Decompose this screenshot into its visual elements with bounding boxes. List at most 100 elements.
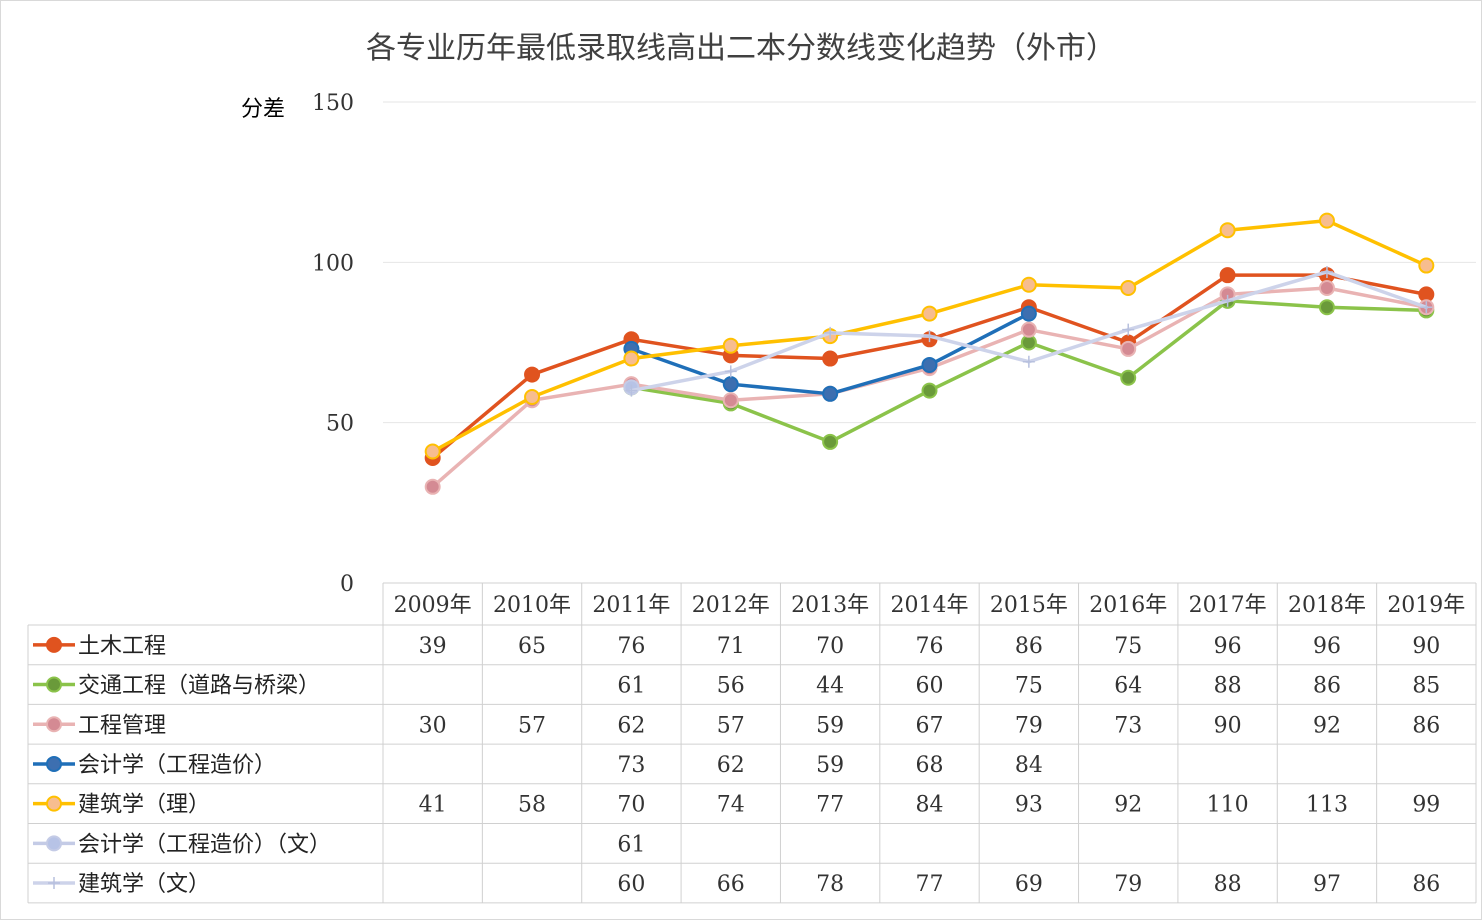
series-line-segment — [729, 401, 832, 444]
legend-label: 建筑学（文） — [78, 872, 210, 897]
table-cell-value: 79 — [1015, 713, 1043, 738]
series-7 — [625, 265, 1433, 397]
x-tick-label: 2015年 — [990, 593, 1068, 618]
series-line-segment — [430, 398, 534, 489]
data-point — [1219, 267, 1236, 284]
series-line-segment — [430, 395, 534, 454]
series-line-segment — [828, 388, 932, 444]
table-cell-value: 62 — [617, 713, 645, 738]
legend-label: 工程管理 — [78, 713, 166, 738]
series-line-segment — [927, 340, 1031, 393]
series-line-segment — [927, 334, 1031, 364]
table-cell-value: 79 — [1114, 872, 1142, 897]
series-line-segment — [629, 385, 733, 406]
series-5 — [424, 212, 1435, 460]
data-point — [524, 366, 541, 383]
series-line-segment — [1126, 292, 1230, 351]
table-cell-value: 75 — [1015, 674, 1043, 699]
legend-marker — [46, 636, 62, 653]
series-line-segment — [1027, 305, 1130, 345]
data-point — [424, 478, 441, 495]
table-cell-value: 92 — [1313, 713, 1341, 738]
table-cell-value: 92 — [1114, 793, 1142, 818]
table-cell-value: 61 — [617, 674, 645, 699]
data-point — [722, 392, 739, 409]
legend-label: 交通工程（道路与桥梁） — [78, 674, 320, 699]
series-line-segment — [1225, 218, 1329, 233]
x-tick-label: 2009年 — [394, 593, 472, 618]
series-line-segment — [1027, 327, 1130, 364]
table-cell-value: 60 — [916, 674, 944, 699]
data-point — [822, 385, 839, 402]
table-cell-value: 56 — [717, 674, 745, 699]
data-point — [1318, 299, 1335, 316]
series-line-segment — [828, 337, 932, 361]
table-cell-value: 93 — [1015, 793, 1043, 818]
table-cell-value: 110 — [1207, 793, 1249, 818]
data-point — [1020, 321, 1037, 338]
data-point — [1120, 340, 1137, 357]
legend-marker — [46, 716, 62, 733]
table-cell-value: 86 — [1412, 872, 1440, 897]
legend-marker — [46, 835, 62, 852]
x-tick-label: 2017年 — [1189, 593, 1267, 618]
data-point — [1122, 323, 1135, 336]
data-point — [921, 356, 938, 373]
data-point — [921, 382, 938, 399]
legend-label: 会计学（工程造价）（文） — [78, 832, 331, 857]
series-line-segment — [828, 331, 932, 338]
table-cell-value: 71 — [717, 634, 745, 659]
table-cell-value: 73 — [617, 753, 645, 778]
table-cell-value: 78 — [816, 872, 844, 897]
series-line-segment — [1126, 228, 1230, 290]
data-point — [822, 433, 839, 450]
table-cell-value: 90 — [1412, 634, 1440, 659]
table-cell-value: 30 — [419, 713, 447, 738]
table-cell-value: 90 — [1214, 713, 1242, 738]
x-tick-label: 2012年 — [692, 593, 770, 618]
table-cell-value: 66 — [717, 872, 745, 897]
data-point — [1022, 355, 1035, 368]
data-point — [1318, 279, 1335, 296]
series-line-segment — [1027, 283, 1130, 290]
series-line-segment — [1225, 286, 1329, 297]
data-point — [1318, 212, 1335, 229]
table-cell-value: 60 — [617, 872, 645, 897]
series-line-segment — [729, 382, 832, 396]
table-cell-value: 113 — [1306, 793, 1348, 818]
table-cell-value: 59 — [816, 713, 844, 738]
series-line-segment — [1126, 299, 1230, 332]
x-tick-label: 2010年 — [493, 593, 571, 618]
table-cell-value: 39 — [419, 634, 447, 659]
y-tick-label: 0 — [340, 572, 354, 597]
table-cell-value: 59 — [816, 753, 844, 778]
table-cell-value: 96 — [1313, 634, 1341, 659]
series-line-segment — [1325, 305, 1429, 313]
series-line-segment — [729, 331, 832, 374]
table-cell-value: 44 — [816, 674, 844, 699]
data-point — [724, 365, 737, 378]
table-cell-value: 67 — [916, 713, 944, 738]
x-tick-label: 2018年 — [1288, 593, 1366, 618]
series-line-segment — [1325, 218, 1429, 268]
series-line-segment — [729, 392, 832, 402]
data-point — [1221, 294, 1234, 307]
data-point — [1020, 305, 1037, 322]
series-line-segment — [629, 343, 733, 361]
data-point — [1219, 222, 1236, 239]
data-point — [524, 389, 541, 406]
y-axis-label: 分差 — [241, 97, 286, 122]
series-line-segment — [927, 311, 1031, 367]
table-cell-value: 86 — [1015, 634, 1043, 659]
table-cell-value: 64 — [1114, 674, 1142, 699]
series-line-segment — [1027, 327, 1130, 351]
table-cell-value: 77 — [916, 872, 944, 897]
series-line-segment — [927, 283, 1031, 316]
legend-marker — [46, 755, 62, 772]
table-cell-value: 75 — [1114, 634, 1142, 659]
legend-marker — [46, 795, 62, 812]
data-point — [623, 350, 640, 367]
data-point — [424, 443, 441, 460]
